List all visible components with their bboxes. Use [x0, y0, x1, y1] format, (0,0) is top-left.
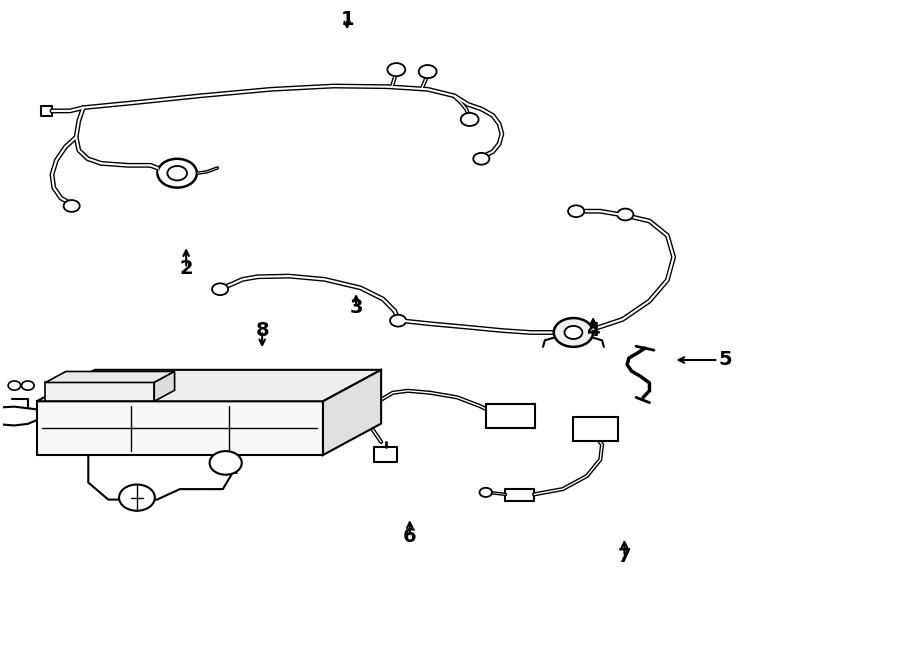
Text: 2: 2 [179, 258, 193, 278]
Circle shape [473, 153, 490, 165]
Text: 3: 3 [349, 298, 363, 317]
Circle shape [212, 284, 229, 295]
Text: 5: 5 [718, 350, 732, 369]
Circle shape [387, 63, 405, 76]
Polygon shape [37, 369, 381, 401]
Text: 8: 8 [256, 321, 269, 340]
Circle shape [64, 200, 80, 212]
Circle shape [8, 381, 21, 390]
Circle shape [167, 166, 187, 180]
Polygon shape [37, 401, 323, 455]
Polygon shape [154, 371, 175, 401]
Circle shape [390, 315, 406, 327]
Circle shape [22, 381, 34, 390]
Polygon shape [46, 371, 175, 383]
Circle shape [568, 206, 584, 217]
Text: 1: 1 [340, 10, 354, 28]
FancyBboxPatch shape [486, 404, 535, 428]
FancyBboxPatch shape [573, 417, 618, 441]
Circle shape [418, 65, 436, 78]
Circle shape [564, 326, 582, 339]
Circle shape [158, 159, 197, 188]
Circle shape [210, 451, 242, 475]
Polygon shape [323, 369, 381, 455]
Circle shape [617, 209, 634, 220]
Circle shape [554, 318, 593, 347]
Polygon shape [46, 383, 154, 401]
Text: 6: 6 [403, 527, 417, 547]
Circle shape [461, 113, 479, 126]
Circle shape [119, 485, 155, 511]
Text: 4: 4 [586, 321, 600, 340]
Text: 7: 7 [617, 547, 631, 566]
Circle shape [480, 488, 492, 497]
